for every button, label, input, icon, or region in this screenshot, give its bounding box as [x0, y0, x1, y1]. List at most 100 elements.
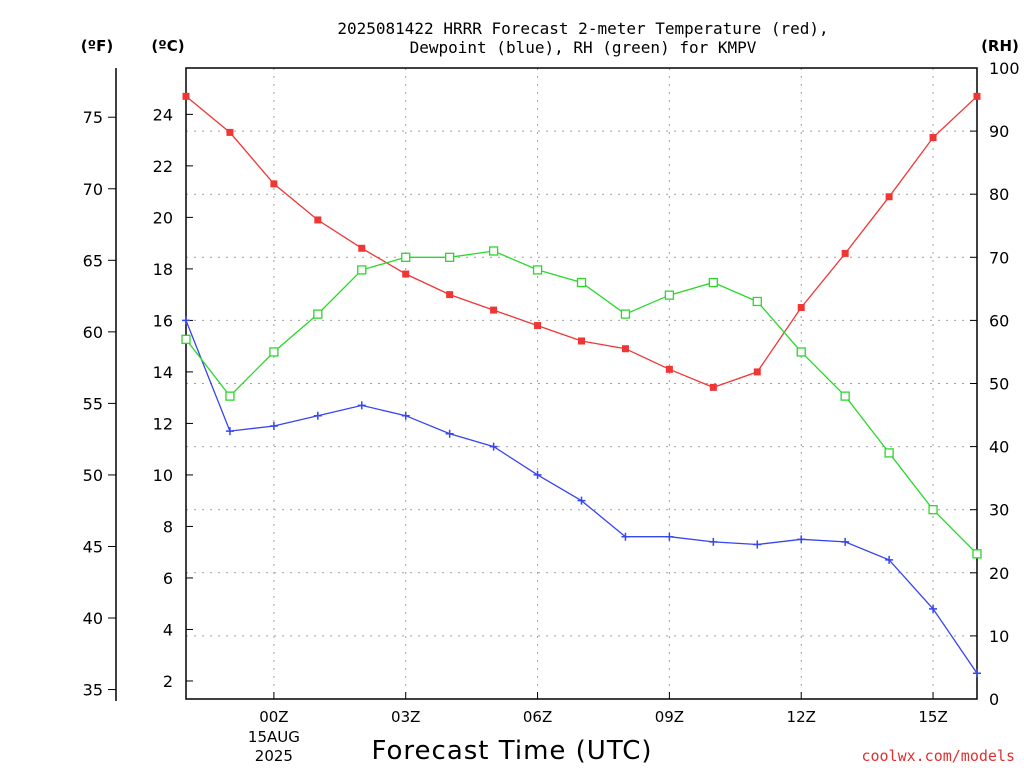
- rh-point: [225, 391, 235, 401]
- temperature-point: [490, 306, 498, 314]
- temperature-point: [841, 249, 849, 257]
- celsius-tick-label: 14: [153, 363, 173, 382]
- fahrenheit-tick-label: 60: [83, 323, 103, 342]
- temperature-point: [797, 304, 805, 312]
- rh-tick-label: 40: [989, 438, 1009, 457]
- celsius-tick-label: 24: [153, 105, 173, 124]
- rh-point: [269, 347, 279, 357]
- dewpoint-point: [841, 537, 850, 546]
- fahrenheit-tick-label: 55: [83, 394, 103, 413]
- temperature-point: [358, 244, 366, 252]
- x-tick-label: 15Z: [918, 708, 947, 726]
- axes: [108, 67, 978, 701]
- celsius-tick-label: 22: [153, 157, 173, 176]
- dewpoint-point: [313, 411, 322, 420]
- temperature-point: [885, 193, 893, 201]
- x-tick-year-label: 2025: [255, 747, 293, 765]
- fahrenheit-axis-unit: (ºF): [81, 37, 113, 55]
- fahrenheit-tick-label: 40: [83, 609, 103, 628]
- rh-point: [620, 309, 631, 319]
- rh-point: [532, 265, 543, 275]
- x-tick-label: 03Z: [391, 708, 420, 726]
- rh-point: [488, 246, 499, 256]
- temperature-point: [314, 216, 322, 224]
- rh-point: [840, 391, 850, 401]
- celsius-tick-label: 12: [153, 414, 173, 433]
- x-tick-label: 09Z: [655, 708, 684, 726]
- temperature-point: [621, 345, 629, 353]
- rh-point: [972, 549, 982, 559]
- temperature-point: [182, 92, 190, 100]
- rh-point: [884, 448, 894, 458]
- rh-tick-label: 30: [989, 501, 1009, 520]
- rh-point: [576, 277, 587, 288]
- dewpoint-point: [577, 496, 586, 505]
- dewpoint-point: [753, 540, 762, 549]
- celsius-tick-label: 10: [153, 466, 173, 485]
- dewpoint-point: [489, 442, 498, 451]
- temperature-point: [753, 368, 761, 376]
- dewpoint-point: [621, 532, 630, 541]
- rh-tick-label: 90: [989, 122, 1009, 141]
- temperature-point: [226, 128, 234, 136]
- rh-point: [796, 347, 806, 357]
- dewpoint-point: [973, 669, 981, 678]
- dewpoint-point: [357, 401, 366, 410]
- celsius-tick-label: 16: [153, 311, 173, 330]
- temperature-point: [929, 134, 937, 142]
- dewpoint-point: [445, 429, 454, 438]
- temperature-point: [534, 322, 542, 330]
- fahrenheit-tick-label: 70: [83, 180, 103, 199]
- rh-point: [708, 277, 718, 288]
- dewpoint-point: [401, 411, 410, 420]
- rh-point: [313, 309, 323, 319]
- fahrenheit-tick-label: 75: [83, 108, 103, 127]
- celsius-tick-label: 4: [163, 620, 173, 639]
- chart-title-line2: Dewpoint (blue), RH (green) for KMPV: [410, 38, 757, 57]
- rh-tick-label: 70: [989, 248, 1009, 267]
- temperature-point: [446, 291, 454, 299]
- temperature-point: [578, 337, 585, 345]
- rh-tick-label: 10: [989, 627, 1009, 646]
- celsius-axis-unit: (ºC): [151, 37, 184, 55]
- celsius-tick-label: 2: [163, 672, 173, 691]
- dewpoint-point: [665, 532, 674, 541]
- dewpoint-point: [533, 470, 542, 479]
- celsius-tick-label: 8: [163, 517, 173, 536]
- dewpoint-point: [797, 535, 806, 544]
- chart-title-line1: 2025081422 HRRR Forecast 2-meter Tempera…: [337, 19, 828, 38]
- rh-point: [357, 265, 367, 275]
- rh-point: [401, 252, 411, 262]
- rh-point: [752, 296, 762, 307]
- rh-point: [181, 334, 191, 344]
- rh-tick-label: 100: [989, 59, 1020, 78]
- dewpoint-point: [709, 537, 718, 546]
- series-layer: [181, 92, 982, 678]
- x-tick-label: 06Z: [523, 708, 552, 726]
- rh-tick-label: 0: [989, 690, 999, 709]
- rh-point: [445, 252, 455, 262]
- rh-axis-unit: (RH): [981, 37, 1019, 55]
- celsius-tick-label: 6: [163, 569, 173, 588]
- tick-labels: 2468101214161820222435404550556065707501…: [83, 59, 1020, 765]
- x-tick-label: 12Z: [787, 708, 816, 726]
- fahrenheit-tick-label: 35: [83, 681, 103, 700]
- dewpoint-point: [269, 421, 278, 430]
- rh-tick-label: 50: [989, 375, 1009, 394]
- grid-lines: [186, 68, 977, 699]
- celsius-tick-label: 18: [153, 260, 173, 279]
- x-tick-date-label: 15AUG: [248, 728, 300, 746]
- temperature-point: [709, 383, 717, 391]
- dewpoint-point: [225, 427, 234, 436]
- temperature-point: [402, 270, 410, 278]
- fahrenheit-tick-label: 65: [83, 251, 103, 270]
- rh-tick-label: 60: [989, 311, 1009, 330]
- fahrenheit-tick-label: 50: [83, 466, 103, 485]
- x-axis-label: Forecast Time (UTC): [371, 736, 652, 766]
- rh-tick-label: 20: [989, 564, 1009, 583]
- rh-series-line: [185, 250, 978, 555]
- dewpoint-point: [929, 604, 938, 613]
- temperature-point: [973, 92, 981, 100]
- temperature-point: [270, 180, 278, 188]
